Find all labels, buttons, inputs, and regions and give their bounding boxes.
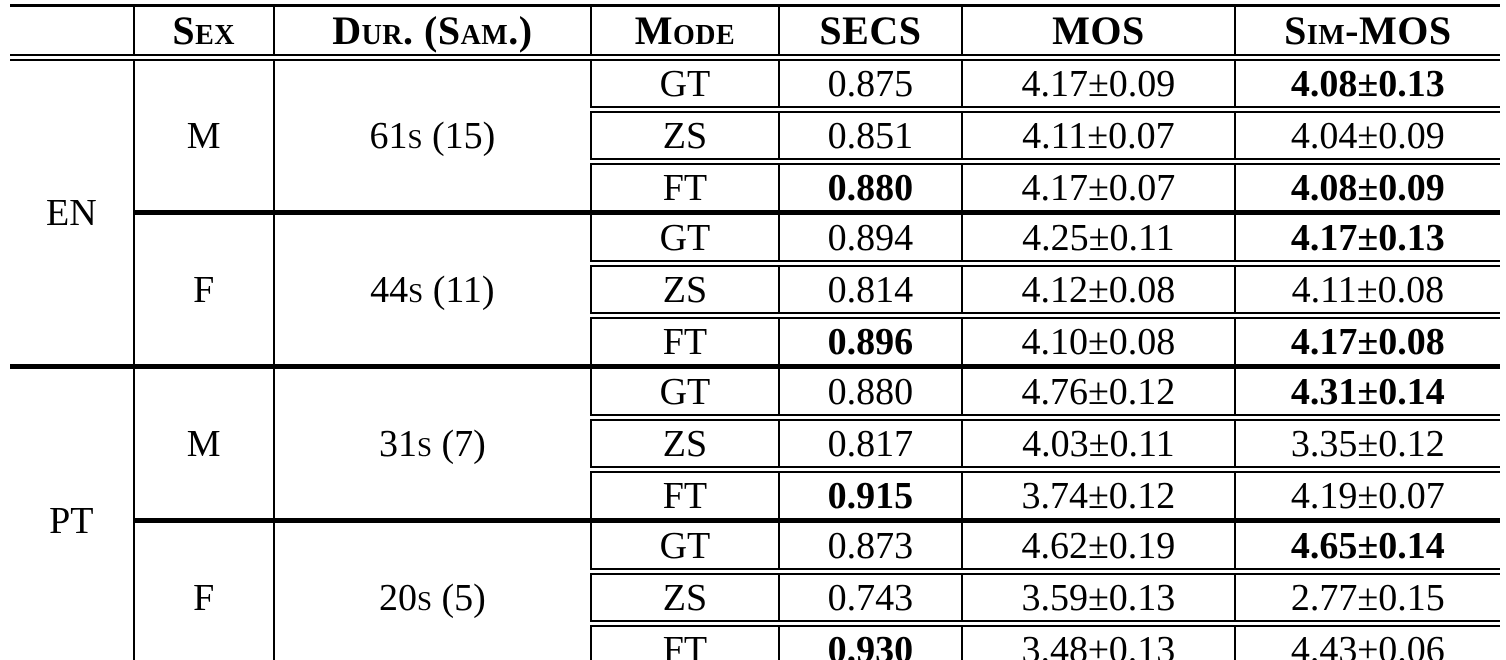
lang-cell-en: EN	[46, 191, 97, 234]
simmos-value: 4.31±0.14	[1233, 364, 1500, 418]
col-header-sim-mos: Sim-MOS	[1233, 5, 1500, 61]
mode-cell: GT	[590, 57, 779, 110]
table-row: FT 0.896 4.10±0.08 4.17±0.08	[10, 312, 1500, 367]
mos-value: 4.25±0.11	[961, 210, 1235, 264]
simmos-value: 4.04±0.09	[1233, 106, 1500, 162]
mode-cell: FT	[590, 466, 779, 521]
mos-value: 3.59±0.13	[961, 568, 1235, 624]
mode-cell: GT	[590, 364, 779, 418]
dur-cell: 61s (15)	[272, 57, 592, 213]
dur-cell: 20s (5)	[272, 518, 592, 660]
sex-cell: F	[132, 518, 274, 660]
secs-value: 0.894	[777, 210, 963, 264]
mos-value: 4.12±0.08	[961, 260, 1235, 316]
dur-cell: 44s (11)	[272, 210, 592, 367]
results-table: Sex Dur. (Sam.) Mode SECS MOS Sim-MOS EN…	[10, 4, 1500, 660]
mode-cell: FT	[590, 620, 779, 660]
col-header-blank	[10, 5, 134, 61]
sex-cell: M	[132, 57, 274, 213]
mos-value: 4.17±0.09	[961, 57, 1235, 110]
simmos-value: 4.08±0.09	[1233, 158, 1500, 213]
mos-value: 4.62±0.19	[961, 518, 1235, 572]
table-row: ZS 0.851 4.11±0.07 4.04±0.09	[10, 106, 1500, 162]
mode-cell: ZS	[590, 568, 779, 624]
mode-cell: ZS	[590, 260, 779, 316]
col-header-mos: MOS	[961, 5, 1235, 61]
secs-value: 0.930	[777, 620, 963, 660]
table-row: PT M 31s (7) GT 0.880 4.76±0.12 4.31±0.1…	[10, 364, 1500, 660]
simmos-value: 4.65±0.14	[1233, 518, 1500, 572]
simmos-value: 4.11±0.08	[1233, 260, 1500, 316]
mos-value: 4.11±0.07	[961, 106, 1235, 162]
header-row: Sex Dur. (Sam.) Mode SECS MOS Sim-MOS	[10, 5, 1500, 61]
mode-cell: FT	[590, 158, 779, 213]
mos-value: 4.17±0.07	[961, 158, 1235, 213]
mode-cell: ZS	[590, 414, 779, 470]
mode-cell: GT	[590, 210, 779, 264]
simmos-value: 4.17±0.13	[1233, 210, 1500, 264]
secs-value: 0.896	[777, 312, 963, 367]
simmos-value: 4.43±0.06	[1233, 620, 1500, 660]
mos-value: 4.10±0.08	[961, 312, 1235, 367]
table-row: FT 0.930 3.48±0.13 4.43±0.06	[10, 620, 1500, 660]
table-row: F 20s (5) GT 0.873 4.62±0.19 4.65±0.14	[10, 518, 1500, 660]
simmos-value: 4.17±0.08	[1233, 312, 1500, 367]
mode-cell: FT	[590, 312, 779, 367]
mos-value: 3.48±0.13	[961, 620, 1235, 660]
simmos-value: 4.08±0.13	[1233, 57, 1500, 110]
table-row: F 44s (11) GT 0.894 4.25±0.11 4.17±0.13	[10, 210, 1500, 367]
secs-value: 0.873	[777, 518, 963, 572]
mos-value: 4.76±0.12	[961, 364, 1235, 418]
sex-cell: M	[132, 364, 274, 521]
mode-cell: ZS	[590, 106, 779, 162]
secs-value: 0.915	[777, 466, 963, 521]
secs-value: 0.817	[777, 414, 963, 470]
table-row: ZS 0.814 4.12±0.08 4.11±0.08	[10, 260, 1500, 316]
table-row: FT 0.880 4.17±0.07 4.08±0.09	[10, 158, 1500, 213]
simmos-value: 3.35±0.12	[1233, 414, 1500, 470]
col-header-mode: Mode	[590, 5, 779, 61]
simmos-value: 2.77±0.15	[1233, 568, 1500, 624]
secs-value: 0.880	[777, 364, 963, 418]
mos-value: 3.74±0.12	[961, 466, 1235, 521]
table-row: FT 0.915 3.74±0.12 4.19±0.07	[10, 466, 1500, 521]
table-row: EN M 61s (15) GT 0.875 4.17±0.09 4.08±0.…	[10, 57, 1500, 232]
secs-value: 0.875	[777, 57, 963, 110]
lang-cell-pt: PT	[10, 364, 134, 660]
table-row: ZS 0.817 4.03±0.11 3.35±0.12	[10, 414, 1500, 470]
col-header-secs: SECS	[777, 5, 963, 61]
col-header-dur: Dur. (Sam.)	[272, 5, 592, 61]
mos-value: 4.03±0.11	[961, 414, 1235, 470]
sex-cell: F	[132, 210, 274, 367]
table-row: ZS 0.743 3.59±0.13 2.77±0.15	[10, 568, 1500, 624]
dur-cell: 31s (7)	[272, 364, 592, 521]
secs-value: 0.851	[777, 106, 963, 162]
secs-value: 0.880	[777, 158, 963, 213]
secs-value: 0.743	[777, 568, 963, 624]
secs-value: 0.814	[777, 260, 963, 316]
simmos-value: 4.19±0.07	[1233, 466, 1500, 521]
col-header-sex: Sex	[132, 5, 274, 61]
mode-cell: GT	[590, 518, 779, 572]
